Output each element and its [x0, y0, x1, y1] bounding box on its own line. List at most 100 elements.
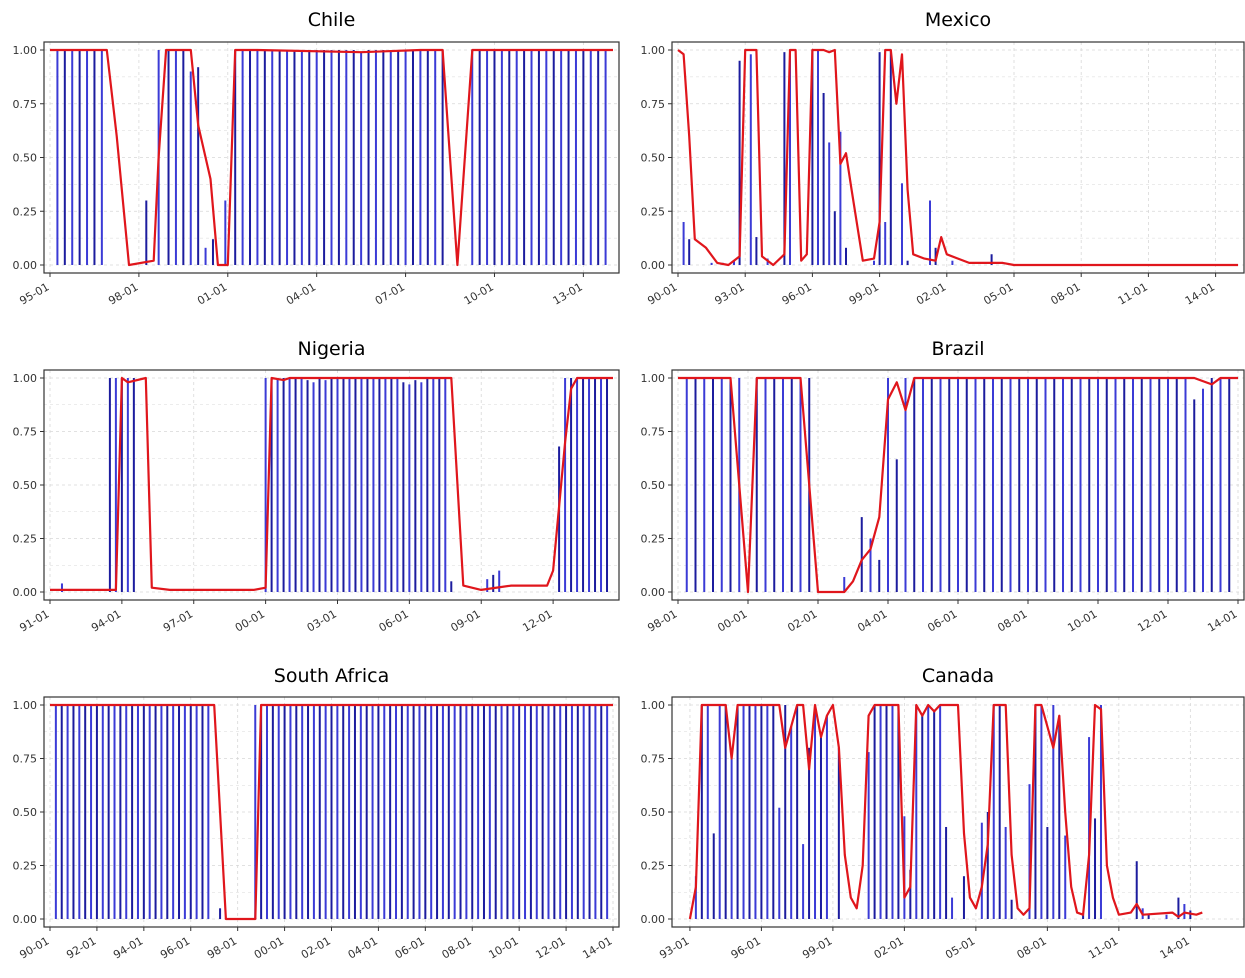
bar — [100, 50, 103, 265]
bar — [915, 705, 918, 919]
y-tick-label: 1.00 — [641, 699, 666, 712]
x-tick-label: 90-01 — [17, 934, 51, 961]
bar — [283, 705, 286, 919]
bar — [712, 378, 714, 592]
x-tick-label: 04-01 — [346, 934, 380, 961]
bar — [1114, 378, 1117, 592]
x-tick-label: 91-01 — [17, 607, 51, 634]
bar — [524, 705, 527, 919]
bar — [1010, 899, 1013, 919]
y-tick-label: 0.50 — [641, 479, 666, 492]
y-tick-label: 0.25 — [13, 533, 38, 546]
bar — [195, 705, 198, 919]
bar — [986, 812, 989, 919]
bar — [1228, 378, 1231, 592]
bar — [360, 52, 363, 266]
x-tick-label: 14-01 — [1183, 280, 1217, 307]
bar — [1097, 378, 1099, 592]
bar — [95, 705, 98, 919]
bar — [873, 260, 875, 265]
bar — [897, 705, 900, 919]
bar — [434, 50, 437, 265]
x-tick-label: 03-01 — [305, 607, 339, 634]
bar — [962, 876, 965, 919]
bar — [508, 50, 511, 265]
series-line — [678, 376, 1238, 594]
bar — [136, 705, 139, 919]
x-tick-label: 94-01 — [111, 934, 145, 961]
bar — [930, 378, 933, 592]
bar — [382, 50, 385, 265]
y-tick-label: 0.75 — [641, 426, 666, 439]
y-tick-label: 0.00 — [641, 913, 666, 926]
bar — [441, 50, 444, 265]
bar — [1062, 378, 1064, 592]
bar — [1094, 818, 1097, 919]
bar — [265, 705, 268, 919]
bar — [201, 705, 204, 919]
bar — [183, 705, 186, 919]
bar — [1064, 835, 1067, 919]
bar — [506, 705, 509, 919]
bar — [414, 380, 417, 592]
bar — [582, 50, 585, 265]
bar — [588, 705, 591, 919]
bar — [720, 378, 723, 592]
bar — [927, 705, 930, 919]
bar — [189, 705, 192, 919]
bar — [878, 52, 881, 266]
bar — [418, 705, 421, 919]
bar — [494, 705, 497, 919]
bar — [906, 260, 909, 265]
bar — [518, 705, 521, 919]
bar — [60, 583, 63, 592]
bar — [588, 378, 591, 592]
bar — [552, 50, 555, 265]
bar — [887, 378, 889, 592]
y-tick-label: 0.00 — [13, 259, 38, 272]
bar — [945, 826, 948, 919]
x-tick-label: 12-01 — [520, 607, 554, 634]
bar — [799, 378, 802, 592]
panel-4: Brazil 0.00 0.25 0.50 0.75 1.00 98-01 00-01 02-0… — [641, 338, 1245, 635]
x-tick-label: 99-01 — [847, 280, 881, 307]
bar — [330, 50, 333, 265]
bar — [412, 705, 415, 919]
x-tick-label: 04-01 — [855, 607, 889, 634]
bar — [1070, 378, 1073, 592]
panel-2: Mexico 0.00 0.25 0.50 0.75 1.00 90-01 93-01 96-0… — [641, 9, 1245, 308]
bar — [992, 705, 995, 919]
x-tick-label: 96-01 — [780, 280, 814, 307]
bar — [318, 378, 321, 592]
bar — [845, 247, 847, 265]
bar — [564, 378, 567, 592]
bar — [426, 50, 429, 265]
x-tick-label: 02-01 — [914, 280, 948, 307]
bar — [450, 581, 453, 592]
y-tick-label: 0.25 — [641, 205, 666, 218]
bar — [895, 459, 898, 592]
y-tick-label: 0.25 — [13, 860, 38, 873]
bar — [1027, 378, 1029, 592]
bar — [933, 711, 936, 919]
bar — [570, 705, 573, 919]
bar — [589, 50, 592, 265]
x-tick-label: 08-01 — [1049, 280, 1083, 307]
y-tick-label: 0.50 — [13, 152, 38, 165]
bar — [1184, 378, 1187, 592]
bar — [825, 715, 828, 919]
bar — [755, 237, 758, 265]
bar — [909, 869, 912, 919]
bar — [558, 446, 561, 592]
bar — [523, 50, 526, 265]
bar — [353, 705, 356, 919]
bar — [125, 705, 128, 919]
bar — [1000, 378, 1003, 592]
bar — [597, 50, 600, 265]
y-tick-label: 0.50 — [641, 806, 666, 819]
x-tick-label: 98-01 — [205, 934, 239, 961]
bar — [178, 705, 181, 919]
bar — [878, 559, 881, 592]
bar — [837, 747, 840, 919]
